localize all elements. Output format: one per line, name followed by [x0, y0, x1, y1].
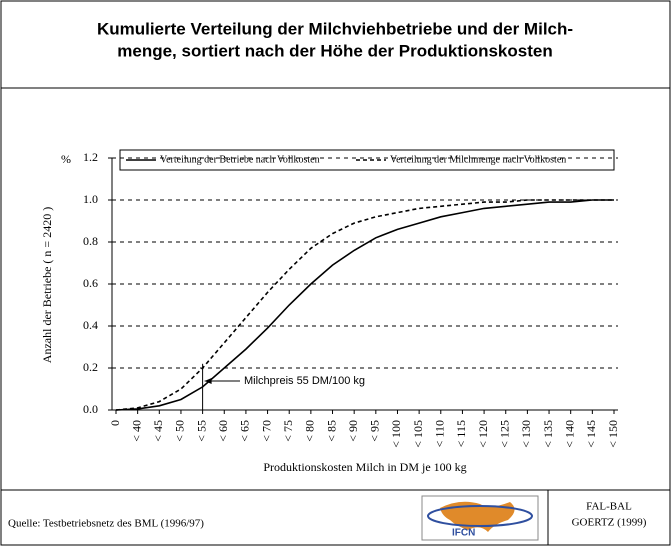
series-line	[115, 199, 614, 411]
x-axis-title: Produktionskosten Milch in DM je 100 kg	[263, 460, 466, 474]
y-tick-label: 1.2	[83, 150, 98, 164]
x-tick-label: < 40	[129, 420, 143, 442]
credit: GOERTZ (1999)	[572, 517, 647, 529]
legend-label: Verteilung der Betriebe nach Vollkosten	[160, 154, 320, 165]
logo-ring	[427, 505, 533, 527]
x-tick-label: < 125	[497, 420, 511, 448]
x-tick-label: < 150	[606, 420, 620, 448]
logo-text: IFCN	[452, 528, 475, 539]
x-tick-label: < 60	[216, 420, 230, 442]
logo: IFCN	[421, 495, 539, 541]
x-tick-label: < 130	[519, 420, 533, 448]
x-tick-label: < 145	[584, 420, 598, 448]
chart-title: menge, sortiert nach der Höhe der Produk…	[117, 41, 552, 60]
y-tick-label: 0.0	[83, 402, 98, 416]
annotation-arrowhead	[204, 378, 212, 384]
x-tick-label: < 135	[541, 420, 555, 448]
legend-label: Verteilung der Milchmenge nach Vollkoste…	[390, 154, 566, 165]
x-tick-label: < 110	[433, 420, 447, 447]
x-tick-label: < 115	[454, 420, 468, 447]
y-tick-label: 0.6	[83, 276, 98, 290]
x-tick-label: 0	[108, 420, 122, 426]
x-tick-label: < 90	[346, 420, 360, 442]
x-tick-label: < 65	[238, 420, 252, 442]
y-tick-label: 0.8	[83, 234, 98, 248]
x-tick-label: < 50	[173, 420, 187, 442]
source: Quelle: Testbetriebsnetz des BML (1996/9…	[8, 518, 204, 530]
y-tick-label: 0.2	[83, 360, 98, 374]
y-tick-label: 1.0	[83, 192, 98, 206]
y-unit: %	[61, 152, 71, 166]
x-tick-label: < 95	[368, 420, 382, 442]
x-tick-label: < 75	[281, 420, 295, 442]
x-tick-label: < 45	[151, 420, 165, 442]
x-tick-label: < 100	[389, 420, 403, 448]
x-tick-label: < 70	[259, 420, 273, 442]
x-tick-label: < 80	[303, 420, 317, 442]
y-axis-title: Anzahl der Betriebe ( n = 2420 )	[40, 207, 54, 363]
x-tick-label: < 105	[411, 420, 425, 448]
chart-title: Kumulierte Verteilung der Milchviehbetri…	[97, 19, 573, 38]
x-tick-label: < 55	[194, 420, 208, 442]
x-tick-label: < 85	[324, 420, 338, 442]
series-line	[115, 199, 614, 411]
x-tick-label: < 120	[476, 420, 490, 448]
credit: FAL-BAL	[586, 501, 632, 513]
y-tick-label: 0.4	[83, 318, 98, 332]
annotation: Milchpreis 55 DM/100 kg	[244, 375, 365, 387]
x-tick-label: < 140	[562, 420, 576, 448]
